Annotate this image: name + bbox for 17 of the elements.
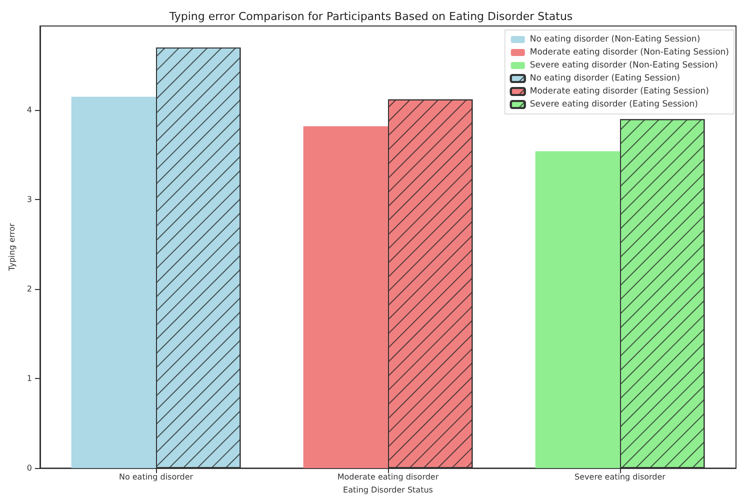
legend-label: No eating disorder (Eating Session) xyxy=(530,74,680,84)
legend-label: Moderate eating disorder (Eating Session) xyxy=(530,86,709,96)
x-tick-label: Severe eating disorder xyxy=(574,472,666,482)
y-axis-title: Typing error xyxy=(8,222,16,272)
y-tick-label: 3 xyxy=(26,195,32,204)
y-tick-label: 0 xyxy=(26,464,32,473)
y-tick-label: 2 xyxy=(26,284,32,294)
legend-label: No eating disorder (Non-Eating Session) xyxy=(530,34,700,44)
chart-title: Typing error Comparison for Participants Based on Eating Disorder Status xyxy=(168,10,573,23)
legend-label: Moderate eating disorder (Non-Eating Session) xyxy=(530,48,730,58)
y-tick-label: 4 xyxy=(26,106,32,115)
legend-label: Severe eating disorder (Non-Eating Session) xyxy=(530,60,718,70)
x-tick-label: No eating disorder xyxy=(118,472,194,482)
legend-label: Severe eating disorder (Eating Session) xyxy=(530,100,698,110)
y-tick-label: 1 xyxy=(26,374,32,384)
x-tick-label: Moderate eating disorder xyxy=(337,472,440,482)
x-axis-title: Eating Disorder Status xyxy=(343,486,433,494)
